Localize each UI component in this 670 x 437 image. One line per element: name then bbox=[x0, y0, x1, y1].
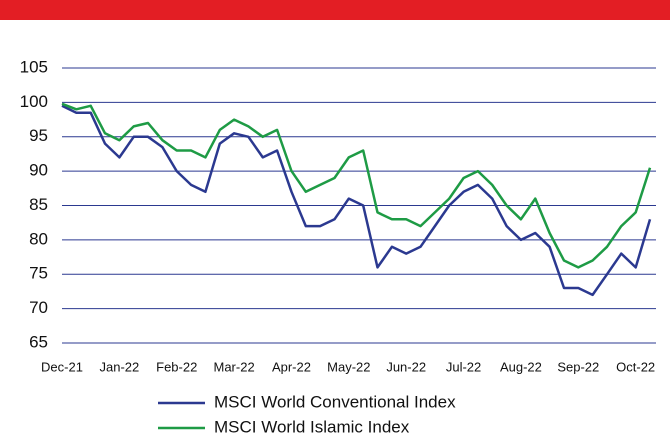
y-tick-label: 90 bbox=[29, 161, 48, 180]
legend-label: MSCI World Islamic Index bbox=[214, 417, 410, 436]
x-tick-label: Feb-22 bbox=[156, 359, 197, 374]
x-tick-label: Mar-22 bbox=[214, 359, 255, 374]
y-tick-label: 105 bbox=[20, 57, 48, 76]
x-tick-label: Aug-22 bbox=[500, 359, 542, 374]
x-tick-label: Dec-21 bbox=[41, 359, 83, 374]
series-line bbox=[61, 104, 652, 297]
header-bar bbox=[0, 0, 670, 20]
y-tick-label: 80 bbox=[29, 229, 48, 248]
legend-label: MSCI World Conventional Index bbox=[214, 392, 456, 411]
x-tick-label: Jul-22 bbox=[446, 359, 481, 374]
y-tick-label: 70 bbox=[29, 298, 48, 317]
x-tick-label: Apr-22 bbox=[272, 359, 311, 374]
y-tick-label: 100 bbox=[20, 92, 48, 111]
series-line bbox=[61, 102, 652, 269]
x-tick-label: Sep-22 bbox=[557, 359, 599, 374]
x-tick-label: Jan-22 bbox=[99, 359, 139, 374]
x-tick-label: Jun-22 bbox=[386, 359, 426, 374]
y-tick-label: 85 bbox=[29, 195, 48, 214]
y-tick-label: 95 bbox=[29, 126, 48, 145]
y-tick-label: 65 bbox=[29, 332, 48, 351]
y-tick-label: 75 bbox=[29, 264, 48, 283]
x-tick-label: Oct-22 bbox=[616, 359, 655, 374]
x-tick-label: May-22 bbox=[327, 359, 370, 374]
